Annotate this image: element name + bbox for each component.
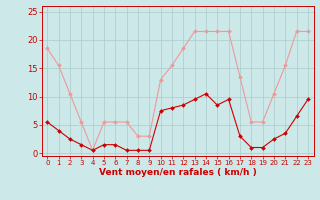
X-axis label: Vent moyen/en rafales ( km/h ): Vent moyen/en rafales ( km/h ) — [99, 168, 256, 177]
